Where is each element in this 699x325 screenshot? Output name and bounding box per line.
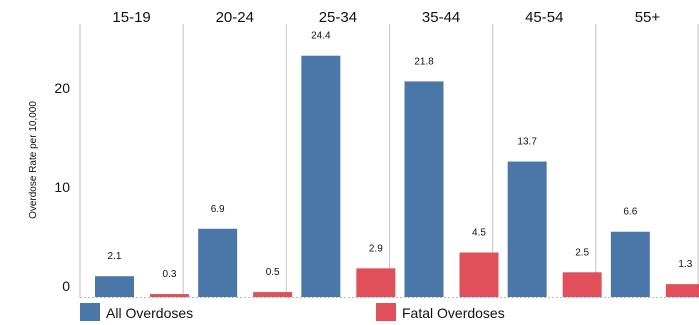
panel-15-19: 15-19 2.1 0.3 [95, 9, 189, 297]
legend-item: Fatal Overdoses [376, 303, 505, 321]
data-label: 4.5 [472, 228, 486, 239]
panel-55+: 55+ 6.6 1.3 [610, 9, 699, 297]
data-label: 2.9 [369, 243, 383, 254]
fatal-overdoses-bar [459, 252, 499, 297]
data-label: 2.5 [575, 247, 589, 258]
y-tick-label: 20 [54, 80, 70, 96]
category-label: 20-24 [216, 9, 254, 26]
all-overdoses-bar [301, 55, 341, 297]
data-label: 2.1 [108, 251, 122, 262]
fatal-overdoses-bar [665, 284, 699, 297]
y-tick-label: 0 [62, 278, 70, 294]
fatal-overdoses-bar [356, 268, 396, 297]
all-overdoses-bar [610, 231, 650, 297]
data-label: 13.7 [517, 137, 537, 148]
category-label: 55+ [635, 9, 661, 26]
data-label: 1.3 [678, 259, 692, 270]
age-group-panels: 15-19 2.1 0.3 20-24 6.9 0.5 25-34 24.4 2.9 35-44 2… [95, 9, 699, 297]
category-label: 15-19 [112, 9, 150, 26]
data-label: 6.9 [211, 204, 225, 215]
data-label: 0.3 [163, 269, 177, 280]
y-axis-label: Overdose Rate per 10,000 [28, 101, 39, 219]
panel-dividers [79, 24, 699, 298]
category-label: 35-44 [422, 9, 460, 26]
panel-35-44: 35-44 21.8 4.5 [404, 9, 499, 297]
all-overdoses-bar [198, 228, 238, 297]
data-label: 24.4 [311, 31, 331, 42]
panel-25-34: 25-34 24.4 2.9 [301, 9, 396, 297]
y-tick-label: 10 [54, 179, 70, 195]
y-tick-labels: 0 10 20 [54, 80, 70, 294]
fatal-overdoses-bar [562, 272, 602, 297]
legend-swatch [376, 303, 396, 321]
legend: All Overdoses Fatal Overdoses [80, 303, 505, 321]
all-overdoses-bar [507, 161, 547, 297]
panel-45-54: 45-54 13.7 2.5 [507, 9, 602, 297]
category-label: 25-34 [319, 9, 357, 26]
legend-item: All Overdoses [80, 303, 193, 321]
data-label: 21.8 [414, 56, 434, 67]
category-label: 45-54 [525, 9, 563, 26]
all-overdoses-bar [404, 81, 444, 297]
fatal-overdoses-bar [150, 294, 189, 297]
all-overdoses-bar [95, 276, 134, 297]
legend-label: Fatal Overdoses [402, 305, 505, 321]
data-label: 0.5 [266, 267, 280, 278]
legend-swatch [80, 303, 100, 321]
legend-label: All Overdoses [106, 305, 193, 321]
data-label: 6.6 [623, 207, 637, 218]
panel-20-24: 20-24 6.9 0.5 [198, 9, 293, 297]
fatal-overdoses-bar [253, 292, 293, 297]
